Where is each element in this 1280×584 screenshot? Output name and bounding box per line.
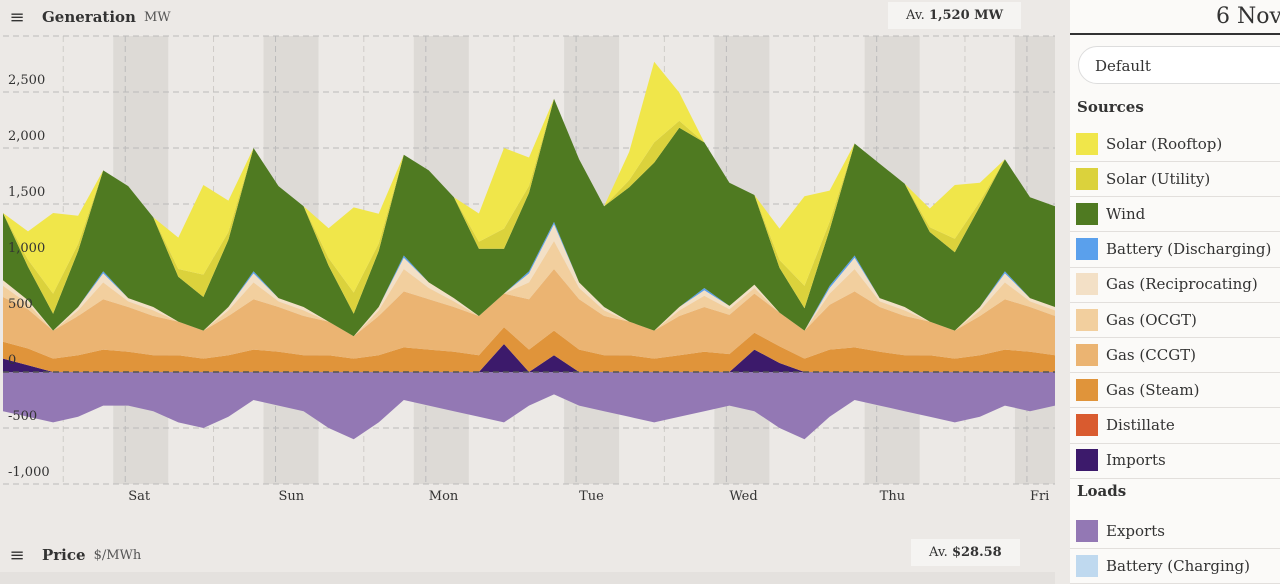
- legend-label: Solar (Utility): [1106, 169, 1211, 188]
- area: [3, 224, 1055, 337]
- legend-swatch: [1076, 132, 1098, 155]
- x-tick-label: Fri: [1030, 489, 1049, 500]
- area: [3, 61, 1055, 294]
- legend-item[interactable]: Gas (Steam): [1070, 372, 1280, 409]
- y-tick-label: -1,000: [8, 465, 50, 480]
- legend-item[interactable]: Gas (CCGT): [1070, 337, 1280, 374]
- legend-item[interactable]: Gas (Reciprocating): [1070, 267, 1280, 303]
- menu-icon[interactable]: ≡: [9, 6, 25, 28]
- legend-swatch: [1076, 238, 1098, 261]
- x-tick-label: Wed: [729, 489, 757, 500]
- area: [3, 241, 1055, 337]
- preset-value: Default: [1095, 57, 1151, 75]
- average-value: $28.58: [951, 545, 1002, 560]
- chart: Sat7 NovSun8 NovMon9 NovTue10 NovWed11 N…: [3, 35, 1055, 500]
- y-tick-label: 1,000: [8, 241, 45, 256]
- x-tick-label: Sun: [279, 489, 305, 500]
- unit: $/MWh: [93, 547, 142, 563]
- x-tick-label: Mon: [429, 489, 459, 500]
- legend-item[interactable]: Battery (Discharging): [1070, 232, 1280, 268]
- price-plot: [0, 572, 1055, 584]
- generation-header: ≡ Generation MW: [0, 0, 1055, 34]
- preset-dropdown[interactable]: Default: [1078, 46, 1280, 84]
- legend-item[interactable]: Exports: [1070, 513, 1280, 549]
- legend-item[interactable]: Distillate: [1070, 408, 1280, 444]
- area: [3, 269, 1055, 359]
- y-tick-label: 0: [8, 353, 16, 368]
- legend-swatch: [1076, 378, 1098, 401]
- legend-label: Gas (Steam): [1106, 380, 1200, 399]
- legend-swatch: [1076, 343, 1098, 366]
- legend-label: Solar (Rooftop): [1106, 134, 1223, 153]
- legend-swatch: [1076, 554, 1098, 577]
- x-tick-label: Thu: [880, 489, 905, 500]
- menu-icon[interactable]: ≡: [9, 544, 25, 566]
- legend-swatch: [1076, 202, 1098, 225]
- y-tick-label: 500: [8, 297, 33, 312]
- legend-panel: 6 Nov Default Sources Loads Solar (Rooft…: [1070, 0, 1280, 584]
- legend-swatch: [1076, 273, 1098, 296]
- legend-label: Gas (CCGT): [1106, 345, 1197, 364]
- unit: MW: [143, 9, 171, 25]
- divider: [1070, 33, 1280, 35]
- date-label: 6 Nov: [1216, 4, 1280, 29]
- legend-label: Exports: [1106, 521, 1165, 540]
- loads-heading: Loads: [1077, 482, 1127, 500]
- legend-label: Battery (Charging): [1106, 556, 1250, 575]
- y-tick-label: 2,500: [8, 73, 45, 88]
- legend-label: Wind: [1106, 204, 1146, 223]
- legend-swatch: [1076, 414, 1098, 437]
- y-tick-label: 2,000: [8, 129, 45, 144]
- area: [3, 98, 1055, 337]
- legend-item[interactable]: Solar (Rooftop): [1070, 126, 1280, 162]
- legend-item[interactable]: Solar (Utility): [1070, 161, 1280, 198]
- legend-swatch: [1076, 167, 1098, 190]
- legend-item[interactable]: Gas (OCGT): [1070, 302, 1280, 338]
- x-tick-label: Tue: [579, 489, 604, 500]
- legend-label: Gas (Reciprocating): [1106, 275, 1258, 294]
- panel-title: Price: [42, 546, 86, 564]
- average-prefix: Av.: [929, 545, 948, 560]
- legend-swatch: [1076, 308, 1098, 331]
- average-box: Av. 1,520 MW: [888, 2, 1022, 29]
- legend-swatch: [1076, 449, 1098, 472]
- y-tick-label: -500: [8, 409, 37, 424]
- panel-title: Generation: [42, 8, 136, 26]
- y-tick-label: 1,500: [8, 185, 45, 200]
- legend-item[interactable]: Battery (Charging): [1070, 548, 1280, 584]
- area: [3, 372, 1055, 440]
- average-prefix: Av.: [906, 8, 925, 23]
- legend-label: Distillate: [1106, 416, 1175, 435]
- sources-heading: Sources: [1077, 98, 1144, 116]
- legend-item[interactable]: Imports: [1070, 443, 1280, 479]
- average-box: Av. $28.58: [911, 539, 1020, 566]
- legend-item[interactable]: Wind: [1070, 196, 1280, 233]
- x-tick-label: Sat: [128, 489, 151, 500]
- price-header: ≡ Price $/MWh: [0, 538, 1055, 572]
- legend-label: Gas (OCGT): [1106, 310, 1197, 329]
- legend-swatch: [1076, 519, 1098, 542]
- average-value: 1,520 MW: [928, 8, 1004, 23]
- legend-label: Battery (Discharging): [1106, 240, 1272, 259]
- legend-label: Imports: [1106, 451, 1166, 470]
